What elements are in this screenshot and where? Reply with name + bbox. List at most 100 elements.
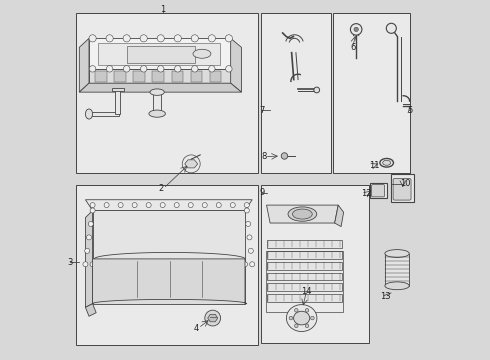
Text: 5: 5 bbox=[407, 105, 413, 114]
Circle shape bbox=[243, 262, 247, 267]
Polygon shape bbox=[267, 205, 338, 223]
Bar bbox=[267, 273, 342, 280]
Polygon shape bbox=[93, 259, 245, 304]
Ellipse shape bbox=[149, 110, 166, 117]
Polygon shape bbox=[93, 211, 245, 259]
Bar bbox=[333, 13, 410, 173]
Polygon shape bbox=[89, 39, 231, 69]
Circle shape bbox=[174, 35, 181, 42]
Circle shape bbox=[141, 262, 146, 267]
Circle shape bbox=[248, 248, 253, 253]
Polygon shape bbox=[89, 112, 119, 116]
Polygon shape bbox=[79, 83, 242, 92]
Circle shape bbox=[89, 35, 96, 42]
Circle shape bbox=[225, 66, 232, 72]
Polygon shape bbox=[79, 39, 89, 92]
Circle shape bbox=[386, 23, 396, 33]
Circle shape bbox=[87, 235, 92, 240]
Ellipse shape bbox=[150, 89, 164, 95]
Text: 11: 11 bbox=[369, 161, 379, 170]
Circle shape bbox=[192, 66, 198, 72]
Polygon shape bbox=[112, 88, 124, 91]
Polygon shape bbox=[115, 90, 120, 114]
Circle shape bbox=[106, 66, 113, 72]
Text: 10: 10 bbox=[400, 179, 410, 188]
Text: 14: 14 bbox=[301, 287, 311, 296]
Circle shape bbox=[157, 35, 164, 42]
Circle shape bbox=[106, 35, 113, 42]
Bar bbox=[76, 185, 258, 345]
Circle shape bbox=[89, 66, 96, 72]
Ellipse shape bbox=[294, 311, 310, 325]
Circle shape bbox=[175, 262, 180, 267]
Circle shape bbox=[205, 310, 220, 326]
Circle shape bbox=[247, 235, 252, 240]
Circle shape bbox=[174, 203, 179, 208]
Circle shape bbox=[107, 262, 112, 267]
Bar bbox=[267, 240, 342, 248]
Bar bbox=[76, 13, 258, 173]
Circle shape bbox=[160, 203, 165, 208]
Text: 7: 7 bbox=[260, 105, 265, 114]
Circle shape bbox=[209, 66, 215, 72]
Bar bbox=[261, 13, 331, 173]
Circle shape bbox=[305, 324, 309, 328]
Circle shape bbox=[294, 309, 298, 312]
Circle shape bbox=[83, 262, 88, 267]
Ellipse shape bbox=[380, 158, 393, 167]
Ellipse shape bbox=[288, 207, 317, 221]
Circle shape bbox=[354, 27, 358, 32]
Ellipse shape bbox=[193, 49, 211, 58]
Text: 12: 12 bbox=[361, 189, 371, 198]
Bar bbox=[95, 71, 107, 82]
Circle shape bbox=[90, 203, 95, 208]
Bar bbox=[172, 71, 183, 82]
Polygon shape bbox=[85, 211, 93, 307]
Circle shape bbox=[209, 262, 214, 267]
Ellipse shape bbox=[385, 249, 409, 257]
Bar bbox=[385, 253, 409, 286]
Circle shape bbox=[146, 203, 151, 208]
Circle shape bbox=[85, 248, 90, 253]
Ellipse shape bbox=[85, 109, 93, 119]
Circle shape bbox=[305, 309, 309, 312]
Polygon shape bbox=[231, 39, 242, 92]
Circle shape bbox=[140, 35, 147, 42]
Circle shape bbox=[314, 87, 319, 93]
Circle shape bbox=[157, 66, 164, 72]
Bar bbox=[267, 294, 342, 302]
Circle shape bbox=[230, 203, 235, 208]
Bar bbox=[261, 185, 368, 343]
Circle shape bbox=[225, 35, 232, 42]
Ellipse shape bbox=[287, 305, 317, 332]
Ellipse shape bbox=[293, 209, 312, 219]
Circle shape bbox=[123, 35, 130, 42]
Text: 3: 3 bbox=[68, 258, 73, 267]
Bar bbox=[267, 283, 342, 291]
Circle shape bbox=[123, 66, 130, 72]
Polygon shape bbox=[85, 304, 96, 316]
Circle shape bbox=[225, 262, 231, 267]
Text: 1: 1 bbox=[160, 5, 165, 14]
Circle shape bbox=[289, 316, 293, 320]
Bar bbox=[133, 71, 145, 82]
Polygon shape bbox=[208, 314, 218, 322]
FancyBboxPatch shape bbox=[371, 185, 385, 197]
Circle shape bbox=[281, 153, 288, 159]
Circle shape bbox=[192, 262, 196, 267]
Polygon shape bbox=[98, 42, 220, 65]
Bar bbox=[210, 71, 221, 82]
Bar bbox=[267, 251, 342, 259]
Bar bbox=[191, 71, 202, 82]
Polygon shape bbox=[370, 183, 387, 198]
Circle shape bbox=[118, 203, 123, 208]
Ellipse shape bbox=[385, 282, 409, 290]
Text: 2: 2 bbox=[158, 184, 163, 193]
Bar bbox=[126, 46, 195, 63]
Polygon shape bbox=[85, 200, 252, 211]
Circle shape bbox=[141, 66, 147, 72]
Circle shape bbox=[216, 203, 221, 208]
Bar bbox=[267, 262, 342, 270]
Polygon shape bbox=[153, 92, 161, 116]
Circle shape bbox=[311, 316, 314, 320]
